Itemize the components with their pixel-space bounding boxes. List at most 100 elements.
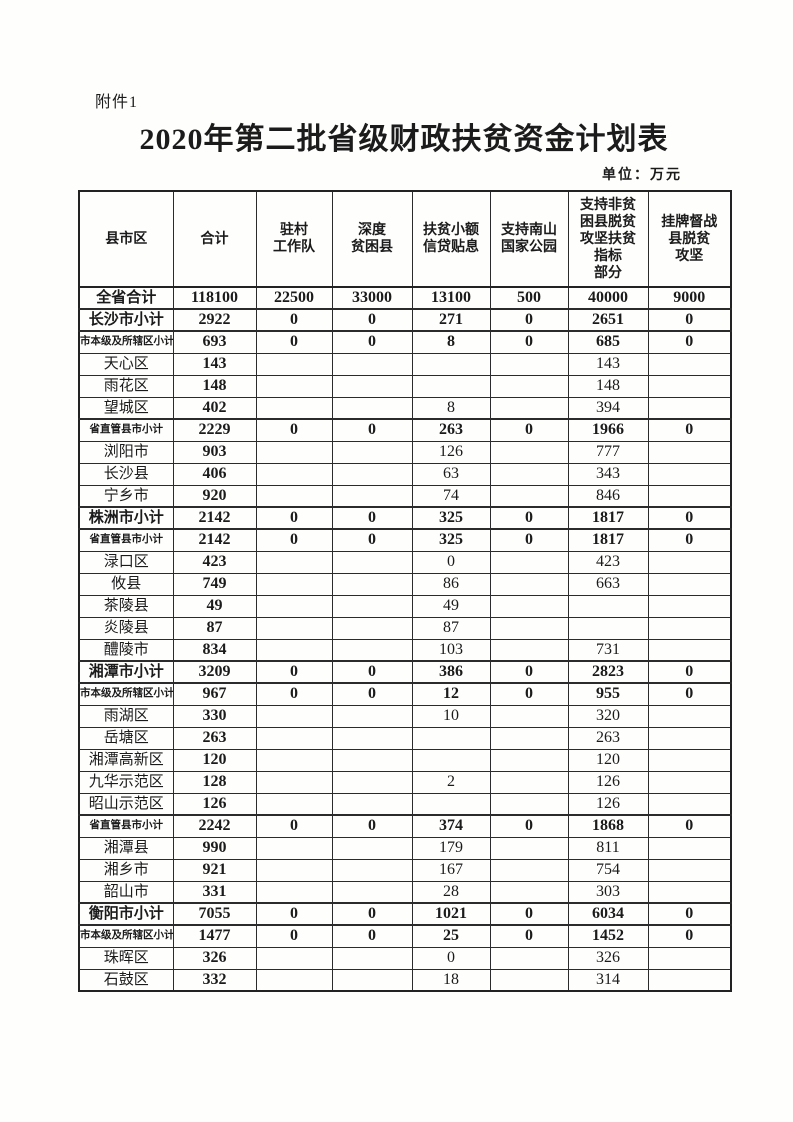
table-row: 全省合计 118100 22500 33000 13100 500 40000 9000 (78, 286, 732, 310)
value-cell: 0 (647, 924, 732, 948)
value-cell: 326 (567, 946, 649, 970)
value-cell: 2142 (172, 506, 257, 530)
row-label: 湘潭市小计 (78, 660, 174, 684)
row-label: 株洲市小计 (78, 506, 174, 530)
value-cell: 0 (489, 924, 569, 948)
value-cell: 0 (489, 814, 569, 838)
value-cell (489, 352, 569, 376)
value-cell: 0 (331, 506, 413, 530)
value-cell (331, 770, 413, 794)
value-cell: 0 (331, 902, 413, 926)
value-cell: 22500 (255, 286, 333, 310)
value-cell: 331 (172, 880, 257, 904)
value-cell: 325 (411, 528, 491, 552)
value-cell (567, 616, 649, 640)
table-row: 湘乡市 921 167 754 (78, 858, 732, 882)
value-cell (331, 374, 413, 398)
value-cell: 271 (411, 308, 491, 332)
value-cell: 126 (567, 770, 649, 794)
value-cell: 143 (172, 352, 257, 376)
value-cell (331, 858, 413, 882)
column-header-1: 合计 (172, 190, 257, 288)
value-cell: 0 (411, 550, 491, 574)
value-cell: 2651 (567, 308, 649, 332)
value-cell (489, 616, 569, 640)
value-cell: 0 (255, 308, 333, 332)
value-cell: 2229 (172, 418, 257, 442)
value-cell: 303 (567, 880, 649, 904)
value-cell: 0 (647, 418, 732, 442)
value-cell (647, 946, 732, 970)
value-cell: 2922 (172, 308, 257, 332)
column-header-6: 支持非贫 困县脱贫 攻坚扶贫 指标 部分 (567, 190, 649, 288)
row-label: 市本级及所辖区小计 (78, 330, 174, 354)
table-row: 省直管县市小计 2242 0 0 374 0 1868 0 (78, 814, 732, 838)
value-cell (331, 968, 413, 992)
value-cell: 386 (411, 660, 491, 684)
value-cell (489, 462, 569, 486)
value-cell (331, 550, 413, 574)
row-label: 炎陵县 (78, 616, 174, 640)
value-cell (647, 880, 732, 904)
value-cell: 2 (411, 770, 491, 794)
value-cell (489, 704, 569, 728)
value-cell: 834 (172, 638, 257, 662)
value-cell (489, 770, 569, 794)
value-cell (331, 594, 413, 618)
value-cell: 967 (172, 682, 257, 706)
value-cell: 0 (331, 814, 413, 838)
row-label: 湘乡市 (78, 858, 174, 882)
value-cell (331, 704, 413, 728)
value-cell: 1966 (567, 418, 649, 442)
value-cell (255, 704, 333, 728)
row-label: 岳塘区 (78, 726, 174, 750)
value-cell (647, 594, 732, 618)
value-cell: 955 (567, 682, 649, 706)
row-label: 省直管县市小计 (78, 814, 174, 838)
value-cell: 6034 (567, 902, 649, 926)
value-cell (489, 946, 569, 970)
value-cell: 330 (172, 704, 257, 728)
table-row: 宁乡市 920 74 846 (78, 484, 732, 508)
value-cell (647, 968, 732, 992)
table-header-row: 县市区 合计 驻村 工作队 深度 贫困县 扶贫小额 信贷贴息 支持南山 国家公园 支持非贫 … (78, 190, 732, 288)
value-cell (647, 748, 732, 772)
value-cell: 0 (489, 902, 569, 926)
value-cell (411, 352, 491, 376)
value-cell (489, 374, 569, 398)
table-row: 醴陵市 834 103 731 (78, 638, 732, 662)
value-cell (411, 748, 491, 772)
value-cell: 754 (567, 858, 649, 882)
value-cell (567, 594, 649, 618)
row-label: 长沙市小计 (78, 308, 174, 332)
value-cell (647, 352, 732, 376)
value-cell (489, 484, 569, 508)
value-cell (255, 440, 333, 464)
table-row: 省直管县市小计 2229 0 0 263 0 1966 0 (78, 418, 732, 442)
value-cell: 0 (647, 308, 732, 332)
value-cell: 903 (172, 440, 257, 464)
value-cell (331, 726, 413, 750)
table-row: 茶陵县 49 49 (78, 594, 732, 618)
value-cell (255, 374, 333, 398)
value-cell (647, 550, 732, 574)
value-cell: 0 (411, 946, 491, 970)
value-cell: 693 (172, 330, 257, 354)
value-cell (647, 704, 732, 728)
table-row: 攸县 749 86 663 (78, 572, 732, 596)
value-cell: 731 (567, 638, 649, 662)
value-cell: 0 (489, 418, 569, 442)
row-label: 昭山示范区 (78, 792, 174, 816)
value-cell: 0 (331, 682, 413, 706)
value-cell: 13100 (411, 286, 491, 310)
row-label: 衡阳市小计 (78, 902, 174, 926)
value-cell: 9000 (647, 286, 732, 310)
value-cell: 40000 (567, 286, 649, 310)
row-label: 浏阳市 (78, 440, 174, 464)
value-cell: 663 (567, 572, 649, 596)
row-label: 雨湖区 (78, 704, 174, 728)
value-cell (489, 440, 569, 464)
value-cell (647, 374, 732, 398)
value-cell (489, 858, 569, 882)
value-cell: 49 (411, 594, 491, 618)
